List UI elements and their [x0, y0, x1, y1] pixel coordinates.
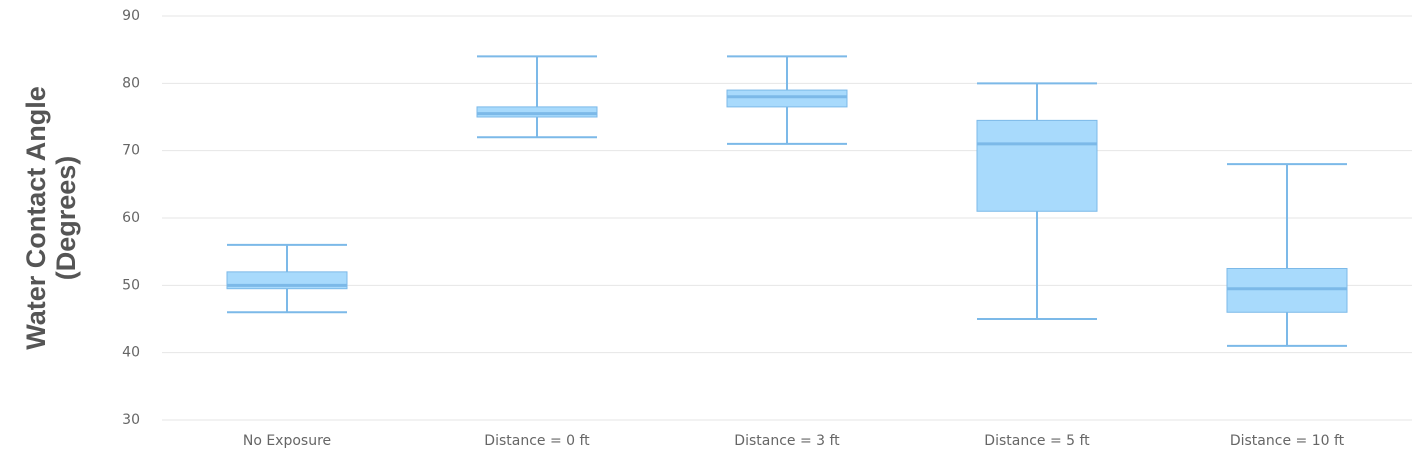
y-tick-label: 30 [122, 412, 140, 428]
y-tick-label: 70 [122, 143, 140, 159]
y-tick-label: 80 [122, 75, 140, 91]
y-tick-label: 40 [122, 345, 140, 361]
x-tick-label: Distance = 5 ft [984, 433, 1090, 449]
y-axis-label: (Degrees) [51, 156, 81, 281]
x-tick-label: Distance = 3 ft [734, 433, 840, 449]
box [726, 89, 848, 108]
box [476, 106, 598, 118]
box [976, 119, 1098, 212]
x-tick-label: Distance = 0 ft [484, 433, 590, 449]
y-axis-label: Water Contact Angle [21, 86, 51, 350]
box [1226, 268, 1348, 313]
y-tick-label: 90 [122, 8, 140, 24]
y-tick-label: 60 [122, 210, 140, 226]
y-tick-label: 50 [122, 277, 140, 293]
x-tick-label: Distance = 10 ft [1230, 433, 1345, 449]
x-tick-label: No Exposure [243, 433, 331, 449]
